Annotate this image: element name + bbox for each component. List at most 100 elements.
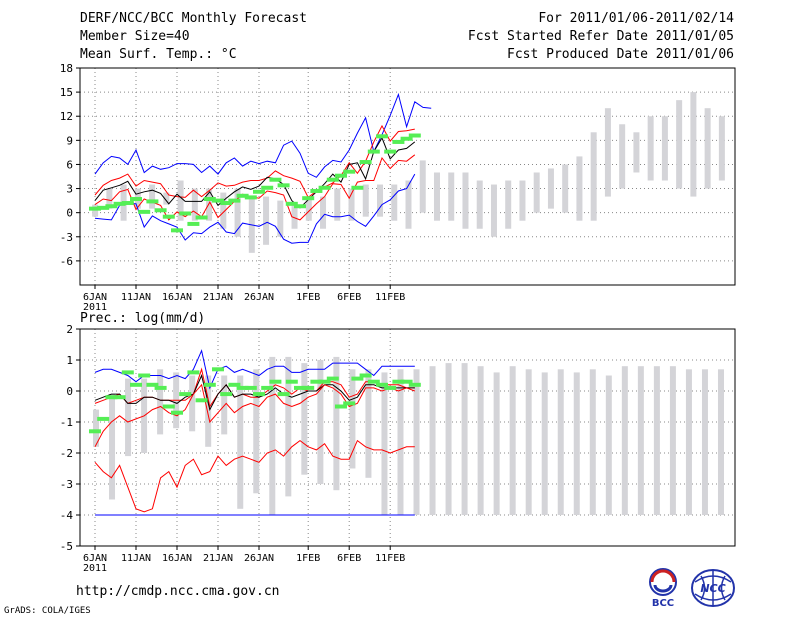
prec-box [493, 372, 500, 515]
prec-observed-mark [351, 376, 364, 381]
temp-box [234, 188, 241, 237]
temp-box [647, 116, 654, 181]
temp-observed-mark [269, 177, 282, 182]
temp-observed-mark [220, 201, 233, 206]
prec-box [557, 369, 564, 515]
prec-xtick-label: 6JAN [83, 553, 107, 564]
temp-observed-mark [318, 185, 331, 190]
member-size: Member Size=40 [80, 29, 190, 44]
temp-box [505, 180, 512, 229]
temp-box [92, 204, 99, 217]
temp-observed-mark [384, 149, 397, 154]
prec-box [301, 363, 308, 475]
prec-observed-mark [121, 370, 134, 375]
source-url[interactable]: http://cmdp.ncc.cma.gov.cn [76, 584, 280, 599]
prec-observed-mark [285, 379, 298, 384]
prec-observed-mark [203, 382, 216, 387]
prec-box [205, 375, 212, 447]
temp-observed-mark [294, 204, 306, 209]
temp-box [433, 172, 440, 221]
temp-observed-mark [408, 133, 421, 138]
temp-xtick-label: 6JAN [83, 292, 107, 303]
prec-box [653, 366, 660, 515]
temp-box [619, 124, 626, 189]
prec-observed-mark [261, 385, 274, 390]
temp-box [590, 132, 597, 221]
prec-observed-mark [294, 385, 306, 390]
prec-observed-mark [367, 379, 380, 384]
prec-box [365, 369, 372, 478]
prec-series-p10 [94, 383, 415, 448]
temp-observed-mark [376, 134, 388, 139]
temp-box [519, 180, 526, 221]
temp-observed-mark [179, 211, 192, 216]
prec-observed-mark [105, 395, 118, 400]
prec-xtick-label: 21JAN [203, 553, 233, 564]
temp-ytick-label: 3 [66, 183, 73, 196]
temp-box [191, 188, 198, 221]
prec-observed-mark [318, 379, 331, 384]
prec-observed-mark [113, 395, 126, 400]
prec-box [237, 375, 244, 509]
prec-observed-mark [408, 382, 421, 387]
prec-box [157, 369, 164, 435]
temp-observed-mark [146, 199, 159, 204]
temp-ytick-label: 6 [66, 158, 73, 171]
prec-box [381, 372, 388, 515]
prec-observed-mark [384, 385, 397, 390]
temp-observed-mark [310, 188, 323, 193]
temp-box [391, 184, 398, 221]
prec-observed-mark [376, 382, 388, 387]
temp-observed-mark [400, 136, 413, 141]
temp-box [718, 116, 725, 181]
temp-box [405, 180, 412, 229]
temp-box [576, 156, 583, 221]
prec-box [445, 363, 452, 515]
prec-observed-mark [162, 404, 175, 409]
prec-observed-mark [310, 379, 323, 384]
temp-observed-mark [261, 185, 274, 190]
temp-box [177, 180, 184, 221]
prec-observed-mark [212, 367, 224, 372]
temp-observed-mark [253, 189, 265, 194]
temp-observed-mark [285, 201, 298, 206]
temp-box [462, 172, 469, 229]
prec-observed-mark [97, 416, 110, 421]
prec-observed-mark [228, 382, 241, 387]
temp-box [547, 168, 554, 209]
prec-box [349, 369, 356, 469]
prec-box [573, 372, 580, 515]
prec-box [621, 366, 628, 515]
temp-box [220, 192, 227, 229]
temp-box [661, 116, 668, 181]
prec-ytick-label: 2 [66, 323, 73, 336]
temp-ytick-label: 15 [60, 86, 73, 99]
prec-box [717, 369, 724, 515]
temp-box [476, 180, 483, 229]
prec-observed-mark [335, 404, 347, 409]
temp-box [291, 204, 298, 229]
temp-box [163, 192, 170, 205]
prec-observed-mark [253, 392, 265, 397]
temp-observed-mark [277, 183, 290, 188]
temp-box [633, 132, 640, 173]
temp-observed-mark [113, 201, 126, 206]
temp-observed-mark [195, 215, 208, 220]
prec-box [509, 366, 516, 515]
prec-box [413, 369, 420, 515]
temp-ytick-label: 12 [60, 110, 73, 123]
prec-box [317, 360, 324, 484]
prec-box [189, 375, 196, 432]
prec-box [685, 369, 692, 515]
temp-ytick-label: 18 [60, 62, 73, 75]
temp-box [206, 188, 213, 221]
prec-xtick-label: 1FEB [296, 553, 320, 564]
temp-ytick-label: 9 [66, 134, 73, 147]
temp-box [149, 184, 156, 209]
temp-box [419, 160, 426, 213]
temp-observed-mark [351, 185, 364, 190]
prec-xtick-label: 11FEB [375, 553, 405, 564]
temp-xtick-label: 16JAN [162, 292, 192, 303]
temp-year-label: 2011 [83, 302, 107, 313]
